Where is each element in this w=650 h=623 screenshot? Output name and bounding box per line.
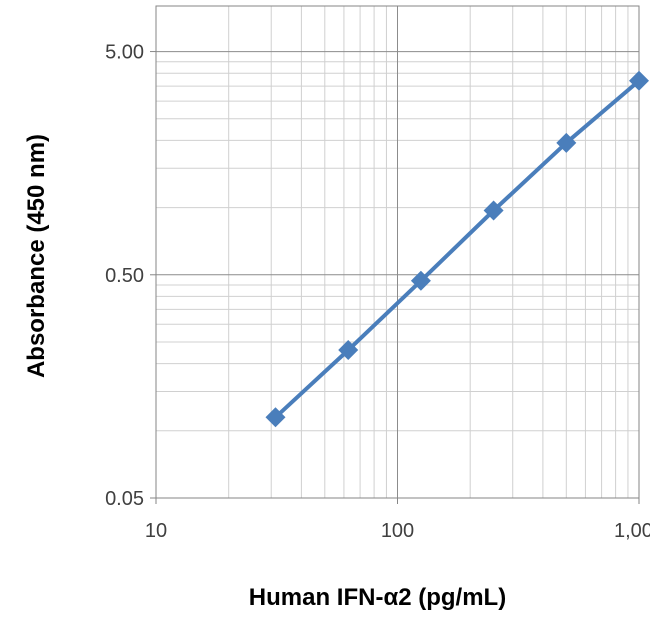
y-tick-labels: 0.05 0.50 5.00: [105, 42, 156, 510]
data-point-marker: [265, 407, 286, 428]
data-point-marker: [629, 70, 649, 91]
y-tick-label: 0.50: [105, 265, 144, 287]
data-point-marker: [556, 132, 577, 153]
x-tick-label: 10: [145, 520, 167, 542]
x-tick-label: 100: [381, 520, 414, 542]
y-tick-label: 0.05: [105, 488, 144, 510]
y-tick-label: 5.00: [105, 42, 144, 64]
data-point-marker: [338, 340, 359, 361]
data-point-marker: [410, 270, 431, 291]
data-point-marker: [483, 200, 504, 221]
x-axis-title: Human IFN-α2 (pg/mL): [249, 584, 506, 611]
series-group: [265, 70, 649, 428]
x-tick-labels: 10 100 1,000: [145, 498, 650, 542]
series-line: [274, 79, 641, 419]
y-axis-title: Absorbance (450 nm): [23, 134, 50, 378]
x-tick-label: 1,000: [614, 520, 650, 542]
